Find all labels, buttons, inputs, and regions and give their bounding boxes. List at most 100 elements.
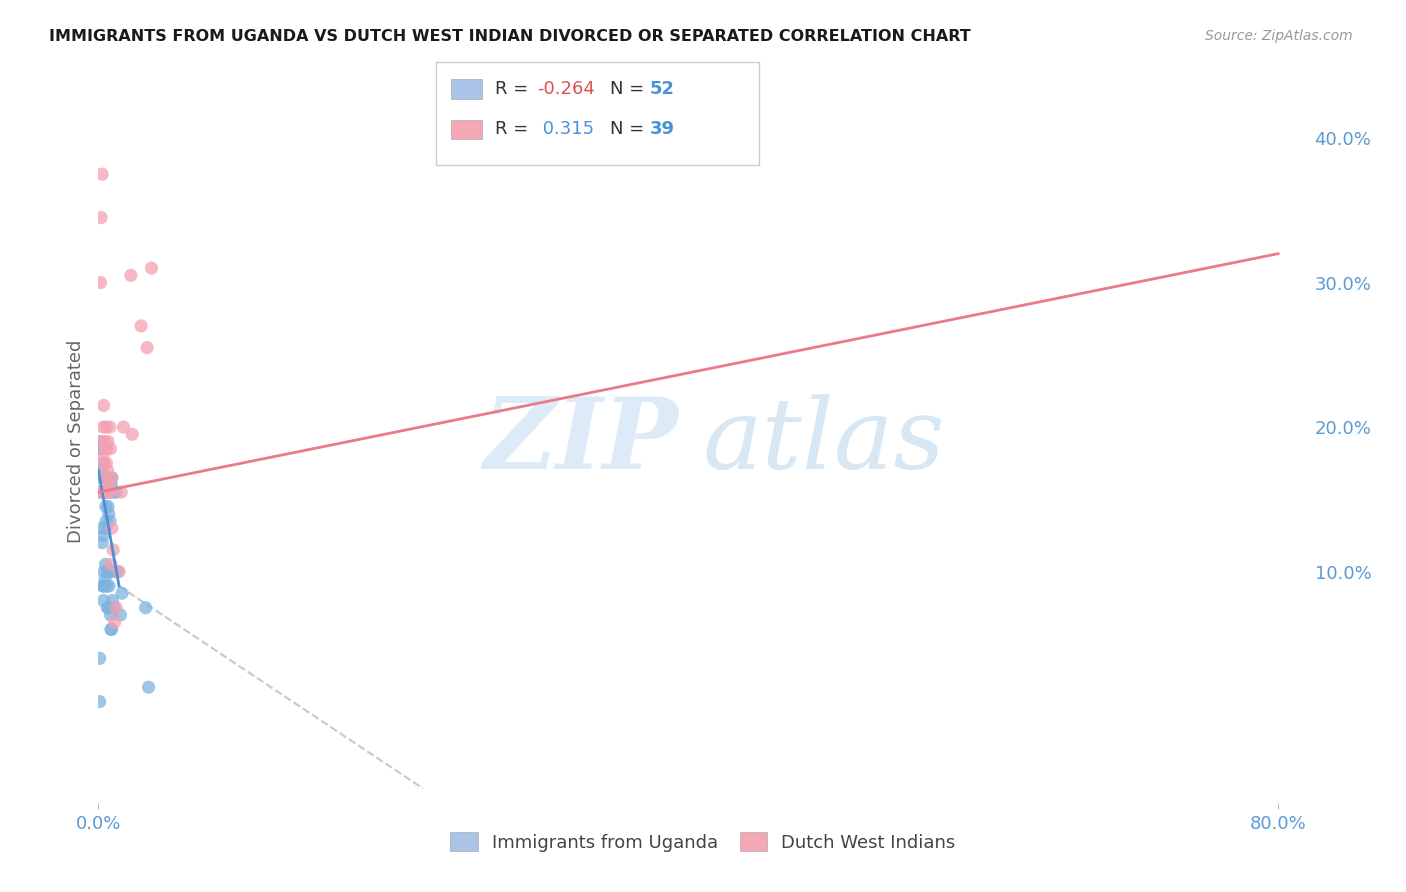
Point [91, 579, 114, 593]
Point [96, 470, 118, 484]
Point [112, 420, 135, 434]
Point [110, 607, 132, 622]
Text: R =: R = [495, 80, 534, 98]
Point [97, 500, 120, 514]
Y-axis label: Divorced or Separated: Divorced or Separated [66, 340, 84, 543]
Point [91, 456, 114, 470]
Point [98, 514, 121, 528]
Point [97, 507, 120, 521]
Point [96, 485, 118, 500]
Point [94, 521, 117, 535]
Point [141, 261, 163, 276]
Point [93, 593, 115, 607]
Point [89, 651, 111, 665]
Point [138, 680, 160, 694]
Point [90, 434, 112, 449]
Point [91, 535, 114, 549]
Text: IMMIGRANTS FROM UGANDA VS DUTCH WEST INDIAN DIVORCED OR SEPARATED CORRELATION CH: IMMIGRANTS FROM UGANDA VS DUTCH WEST IND… [49, 29, 972, 44]
Point [136, 341, 159, 355]
Point [89, 442, 111, 456]
Point [107, 565, 129, 579]
Text: Source: ZipAtlas.com: Source: ZipAtlas.com [1205, 29, 1353, 43]
Point [90, 211, 112, 225]
Point [93, 485, 115, 500]
Point [94, 572, 117, 586]
Point [111, 586, 134, 600]
Text: 39: 39 [650, 120, 675, 138]
Point [93, 485, 115, 500]
Point [120, 268, 142, 283]
Point [93, 579, 115, 593]
Point [105, 600, 128, 615]
Point [91, 420, 114, 434]
Point [98, 420, 121, 434]
Point [91, 485, 114, 500]
Point [105, 485, 128, 500]
Point [94, 558, 117, 572]
Text: R =: R = [495, 120, 534, 138]
Point [91, 528, 114, 542]
Point [96, 485, 118, 500]
Point [94, 420, 117, 434]
Point [101, 470, 124, 484]
Point [90, 276, 112, 290]
Point [94, 514, 117, 528]
Point [100, 607, 122, 622]
Point [100, 470, 122, 484]
Point [94, 442, 117, 456]
Point [96, 579, 118, 593]
Point [100, 478, 122, 492]
Point [135, 600, 157, 615]
Point [94, 470, 117, 484]
Point [90, 463, 112, 477]
Legend: Immigrants from Uganda, Dutch West Indians: Immigrants from Uganda, Dutch West India… [443, 824, 963, 859]
Point [93, 434, 115, 449]
Point [110, 485, 132, 500]
Point [96, 442, 118, 456]
Point [101, 521, 124, 535]
Text: 0.315: 0.315 [537, 120, 595, 138]
Text: -0.264: -0.264 [537, 80, 595, 98]
Point [90, 485, 112, 500]
Point [93, 398, 115, 412]
Text: N =: N = [610, 120, 650, 138]
Point [97, 478, 120, 492]
Point [101, 593, 124, 607]
Point [101, 542, 124, 557]
Point [93, 456, 115, 470]
Point [91, 485, 114, 500]
Point [93, 485, 115, 500]
Point [97, 463, 120, 477]
Point [98, 579, 121, 593]
Point [97, 600, 120, 615]
Point [90, 442, 112, 456]
Point [91, 449, 114, 463]
Point [104, 600, 127, 615]
Point [94, 485, 117, 500]
Text: N =: N = [610, 80, 650, 98]
Point [97, 565, 120, 579]
Point [91, 521, 114, 535]
Point [93, 565, 115, 579]
Point [100, 558, 122, 572]
Point [89, 695, 111, 709]
Point [93, 579, 115, 593]
Point [90, 470, 112, 484]
Point [129, 318, 152, 333]
Point [96, 600, 118, 615]
Point [101, 565, 124, 579]
Point [100, 442, 122, 456]
Point [94, 500, 117, 514]
Text: atlas: atlas [703, 394, 946, 489]
Point [101, 485, 124, 500]
Text: 52: 52 [650, 80, 675, 98]
Point [100, 623, 122, 637]
Point [89, 485, 111, 500]
Point [96, 456, 118, 470]
Point [91, 167, 114, 181]
Point [98, 565, 121, 579]
Text: ZIP: ZIP [484, 393, 679, 490]
Point [104, 615, 127, 630]
Point [108, 565, 131, 579]
Point [98, 485, 121, 500]
